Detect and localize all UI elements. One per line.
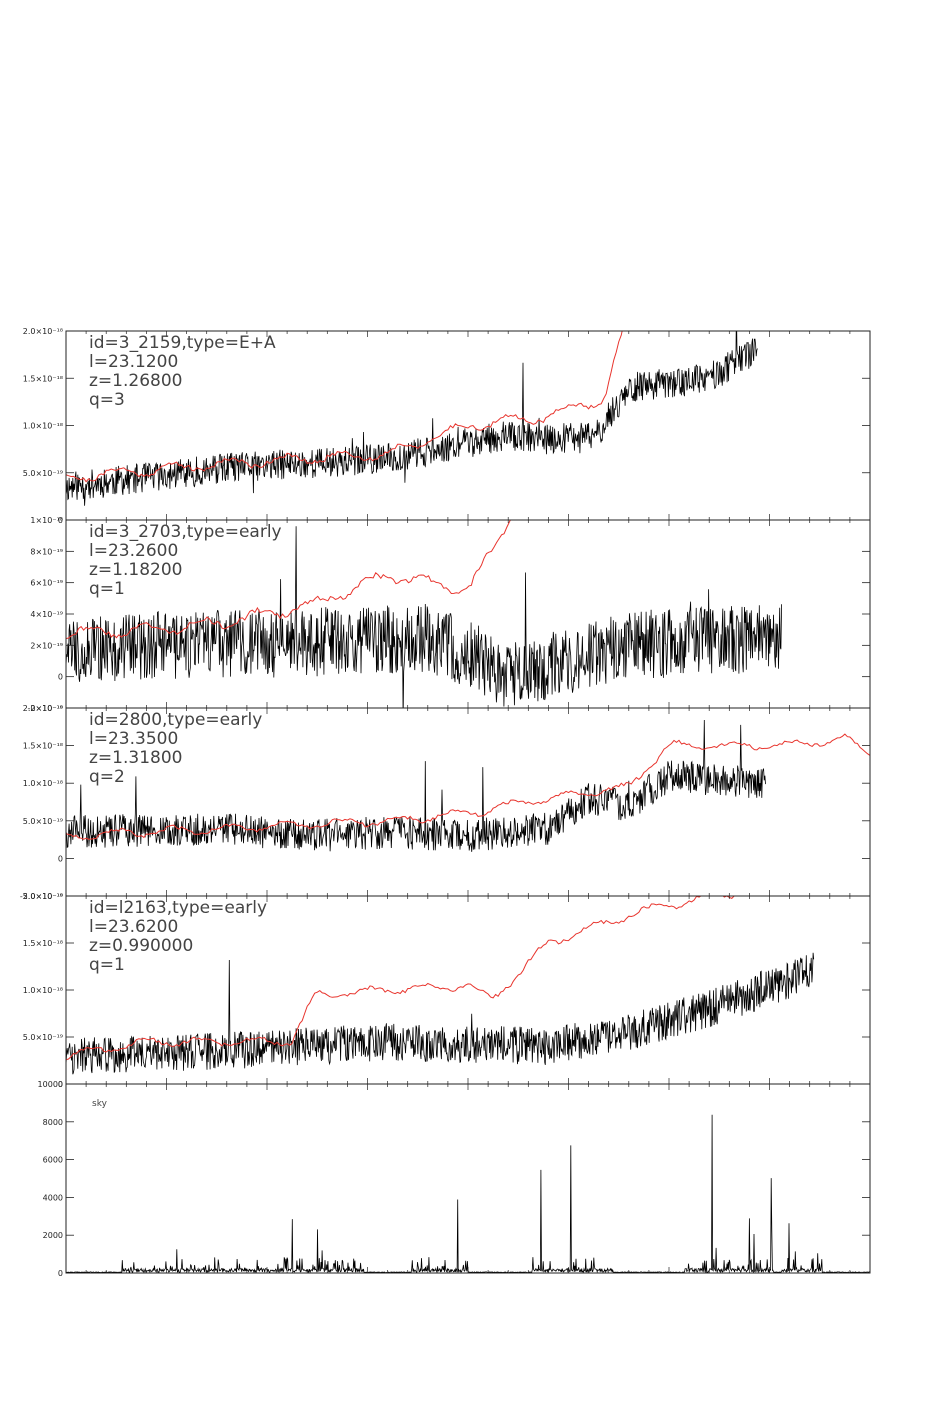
y-tick-label: 1.5×10⁻¹⁸	[23, 742, 63, 751]
sky-label: sky	[92, 1099, 108, 1109]
template-spectrum-line	[66, 733, 870, 840]
y-tick-label: 0	[58, 854, 63, 863]
sky-spectrum-line	[66, 1114, 870, 1273]
panel-info-line: l=23.6200	[89, 917, 178, 937]
y-tick-label: 1.5×10⁻¹⁸	[23, 374, 63, 383]
panel-info-line: id=3_2703,type=early	[89, 522, 282, 542]
panel-info-line: id=2800,type=early	[89, 710, 262, 730]
panel-2-data	[66, 520, 782, 708]
template-spectrum-line	[66, 331, 623, 483]
y-tick-label: 1.5×10⁻¹⁸	[23, 939, 63, 948]
panel-1-data	[66, 331, 758, 506]
y-tick-label: 1.0×10⁻¹⁸	[23, 422, 63, 431]
template-spectrum-line	[66, 896, 736, 1061]
y-tick-label: 5.0×10⁻¹⁹	[23, 1033, 63, 1042]
observed-spectrum-line	[66, 526, 782, 708]
panel-info-line: id=3_2159,type=E+A	[89, 333, 276, 353]
y-tick-label: 0	[58, 516, 63, 525]
panel-info-line: q=1	[89, 579, 125, 599]
observed-spectrum-line	[66, 952, 815, 1075]
panel-info-line: z=1.26800	[89, 371, 182, 391]
y-tick-label: 5.0×10⁻¹⁹	[23, 817, 63, 826]
panel-info-line: z=1.31800	[89, 748, 182, 768]
panel-info-line: z=0.990000	[89, 936, 193, 956]
panel-4-data	[66, 896, 815, 1075]
panel-info-line: l=23.3500	[89, 729, 178, 749]
panel-info-line: q=1	[89, 955, 125, 975]
observed-spectrum-line	[66, 719, 766, 852]
observed-spectrum-line	[66, 331, 758, 506]
y-tick-label: 2.0×10⁻¹⁸	[23, 892, 63, 901]
panel-3-data	[66, 719, 870, 852]
panel-5-data	[66, 1114, 870, 1273]
y-tick-label: 2000	[43, 1231, 63, 1240]
panel-3: -5.0×10⁻¹⁹ 0 5.0×10⁻¹⁹ 1.0×10⁻¹⁸ 1.5×10⁻¹⁸ 2.…	[20, 704, 871, 901]
y-tick-label: 8000	[43, 1118, 63, 1127]
panel-1: 0 5.0×10⁻¹⁹ 1.0×10⁻¹⁸ 1.5×10⁻¹⁸ 2.0×10⁻¹⁸ id=…	[23, 327, 871, 525]
y-tick-label: 1×10⁻¹⁸	[30, 516, 63, 525]
y-tick-label: 8×10⁻¹⁹	[30, 547, 63, 556]
panel-info-line: q=3	[89, 390, 125, 410]
panel-info-line: l=23.1200	[89, 352, 178, 372]
template-spectrum-line	[66, 520, 511, 640]
y-tick-label: 1.0×10⁻¹⁸	[23, 779, 63, 788]
panel-4: 0 5.0×10⁻¹⁹ 1.0×10⁻¹⁸ 1.5×10⁻¹⁸ 2.0×10⁻¹⁸ id=…	[23, 892, 871, 1089]
y-tick-label: 0	[58, 1269, 63, 1278]
y-tick-label: -5.0×10⁻¹⁹	[20, 892, 63, 901]
y-tick-label: 2.0×10⁻¹⁸	[23, 704, 63, 713]
y-tick-label: 2.0×10⁻¹⁸	[23, 327, 63, 336]
panels: 0 5.0×10⁻¹⁹ 1.0×10⁻¹⁸ 1.5×10⁻¹⁸ 2.0×10⁻¹⁸ id=…	[20, 327, 871, 1278]
panel-info-line: l=23.2600	[89, 541, 178, 561]
panel-2: -2×10⁻¹⁹ 0 2×10⁻¹⁹ 4×10⁻¹⁹ 6×10⁻¹⁹ 8×10⁻¹⁹ 1×1…	[28, 516, 871, 713]
y-tick-label: 0	[58, 673, 63, 682]
y-tick-label: 4×10⁻¹⁹	[30, 610, 63, 619]
y-tick-label: 4000	[43, 1193, 63, 1202]
y-tick-label: 5.0×10⁻¹⁹	[23, 469, 63, 478]
y-tick-label: 2×10⁻¹⁹	[30, 641, 63, 650]
panel-info-line: z=1.18200	[89, 560, 182, 580]
panel-5: 0 2000 4000 6000 8000 10000 sky	[38, 1080, 871, 1278]
panel-info-line: id=l2163,type=early	[89, 898, 267, 918]
y-tick-label: 10000	[38, 1080, 63, 1089]
panel-info-line: q=2	[89, 767, 125, 787]
y-tick-label: -2×10⁻¹⁹	[28, 704, 64, 713]
y-tick-label: 0	[58, 1080, 63, 1089]
y-tick-label: 1.0×10⁻¹⁸	[23, 986, 63, 995]
panel-3-frame	[65, 707, 871, 897]
y-tick-label: 6000	[43, 1156, 63, 1165]
y-tick-label: 6×10⁻¹⁹	[30, 579, 63, 588]
